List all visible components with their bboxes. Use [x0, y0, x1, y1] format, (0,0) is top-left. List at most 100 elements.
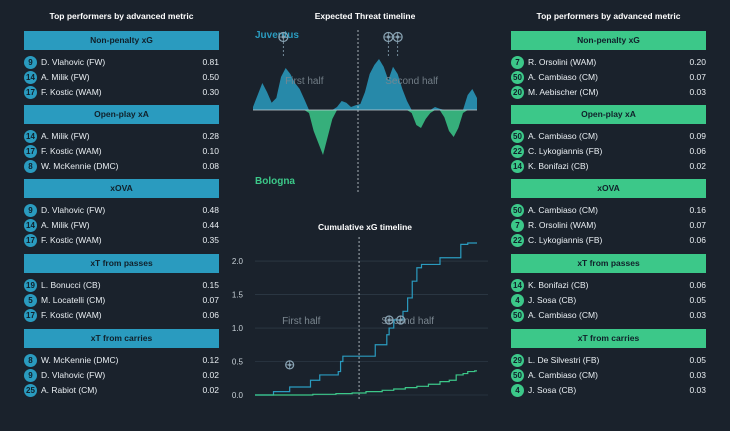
player-row: 17 F. Kostic (WAM) 0.35	[24, 233, 219, 248]
shirt-number-badge: 29	[511, 354, 524, 367]
right-panel-section-xt-from-passes: xT from passes 14 K. Bonifazi (CB) 0.06 4 J. …	[511, 254, 706, 323]
player-name: F. Kostic (WAM)	[41, 310, 102, 320]
player-row: 17 F. Kostic (WAM) 0.06	[24, 308, 219, 323]
cumulative-xg-title: Cumulative xG timeline	[318, 222, 412, 232]
player-name: F. Kostic (WAM)	[41, 87, 102, 97]
y-tick-label: 2.0	[232, 257, 244, 266]
metric-value: 0.07	[689, 220, 706, 230]
player-row: 50 A. Cambiaso (CM) 0.16	[511, 203, 706, 218]
goal-marker-ring	[384, 315, 394, 325]
shirt-number-badge: 7	[511, 219, 524, 232]
metric-value: 0.15	[202, 280, 219, 290]
shirt-number-badge: 14	[511, 279, 524, 292]
goal-marker-ring	[285, 360, 295, 370]
y-tick-label: 1.0	[232, 324, 244, 333]
shirt-number-badge: 14	[511, 160, 524, 173]
shirt-number-badge: 17	[24, 309, 37, 322]
metric-value: 0.08	[202, 161, 219, 171]
metric-value: 0.03	[689, 310, 706, 320]
shirt-number-badge: 14	[24, 130, 37, 143]
player-row: 50 A. Cambiaso (CM) 0.07	[511, 70, 706, 85]
right-panel-section-xova: xOVA 50 A. Cambiaso (CM) 0.16 7 R. Orsolini (…	[511, 179, 706, 248]
player-row: 14 A. Milik (FW) 0.44	[24, 218, 219, 233]
metric-value: 0.12	[202, 355, 219, 365]
player-name: J. Sosa (CB)	[528, 385, 577, 395]
right-panel-section-xt-from-carries: xT from carries 29 L. De Silvestri (FB) 0.0…	[511, 329, 706, 398]
player-row: 14 A. Milik (FW) 0.50	[24, 70, 219, 85]
left-panel-section-xt-from-passes: xT from passes 19 L. Bonucci (CB) 0.15 5 M. L…	[24, 254, 219, 323]
section-title-bar: xT from carries	[511, 329, 706, 348]
player-row: 5 M. Locatelli (CM) 0.07	[24, 293, 219, 308]
left-panel-section-non-penalty-xg: Non-penalty xG 9 D. Vlahovic (FW) 0.81 14 A. …	[24, 31, 219, 100]
shirt-number-badge: 50	[511, 309, 524, 322]
player-name: W. McKennie (DMC)	[41, 355, 119, 365]
player-row: 22 C. Lykogiannis (FB) 0.06	[511, 233, 706, 248]
metric-value: 0.07	[202, 295, 219, 305]
metric-value: 0.06	[689, 280, 706, 290]
player-row: 9 D. Vlahovic (FW) 0.02	[24, 368, 219, 383]
player-name: A. Milik (FW)	[41, 131, 90, 141]
player-name: A. Rabiot (CM)	[41, 385, 98, 395]
second-half-label: Second half	[381, 316, 434, 327]
goal-marker-icon	[278, 31, 289, 43]
metric-value: 0.06	[689, 146, 706, 156]
player-row: 19 L. Bonucci (CB) 0.15	[24, 278, 219, 293]
player-name: L. De Silvestri (FB)	[528, 355, 600, 365]
player-name: A. Milik (FW)	[41, 72, 90, 82]
shirt-number-badge: 8	[24, 160, 37, 173]
shirt-number-badge: 22	[511, 234, 524, 247]
player-row: 50 A. Cambiaso (CM) 0.09	[511, 129, 706, 144]
player-name: F. Kostic (WAM)	[41, 146, 102, 156]
player-row: 7 R. Orsolini (WAM) 0.20	[511, 55, 706, 70]
left-panel-section-open-play-xa: Open-play xA 14 A. Milik (FW) 0.28 17 F. Kost…	[24, 105, 219, 174]
shirt-number-badge: 17	[24, 234, 37, 247]
metric-value: 0.10	[202, 146, 219, 156]
shirt-number-badge: 50	[511, 204, 524, 217]
left-panel-section-xt-from-carries: xT from carries 8 W. McKennie (DMC) 0.12 9 D.…	[24, 329, 219, 398]
player-name: J. Sosa (CB)	[528, 295, 577, 305]
juventus-threat-area	[253, 59, 477, 110]
section-title-bar: Open-play xA	[511, 105, 706, 124]
player-name: K. Bonifazi (CB)	[528, 280, 589, 290]
goal-marker-icon	[384, 315, 394, 325]
shirt-number-badge: 50	[511, 130, 524, 143]
player-name: R. Orsolini (WAM)	[528, 57, 597, 67]
player-name: M. Aebischer (CM)	[528, 87, 599, 97]
section-title-bar: xT from passes	[24, 254, 219, 273]
player-name: A. Milik (FW)	[41, 220, 90, 230]
player-row: 22 C. Lykogiannis (FB) 0.06	[511, 144, 706, 159]
player-name: R. Orsolini (WAM)	[528, 220, 597, 230]
metric-value: 0.03	[689, 385, 706, 395]
player-row: 4 J. Sosa (CB) 0.03	[511, 383, 706, 398]
player-row: 17 F. Kostic (WAM) 0.10	[24, 144, 219, 159]
goal-marker-icon	[285, 360, 295, 370]
player-name: A. Cambiaso (CM)	[528, 370, 598, 380]
player-name: A. Cambiaso (CM)	[528, 205, 598, 215]
team-label-juventus: Juventus	[255, 30, 299, 41]
section-title-bar: xOVA	[511, 179, 706, 198]
left-panel-heading: Top performers by advanced metric	[49, 11, 194, 21]
player-name: C. Lykogiannis (FB)	[528, 235, 603, 245]
player-name: D. Vlahovic (FW)	[41, 57, 106, 67]
player-row: 17 F. Kostic (WAM) 0.30	[24, 85, 219, 100]
metric-value: 0.81	[202, 57, 219, 67]
goal-marker-ring	[392, 31, 403, 43]
player-row: 20 M. Aebischer (CM) 0.03	[511, 85, 706, 100]
section-title-bar: Non-penalty xG	[24, 31, 219, 50]
goal-marker-ring	[383, 31, 394, 43]
goal-marker-icon	[396, 315, 406, 325]
goal-marker-center	[288, 363, 292, 367]
metric-value: 0.44	[202, 220, 219, 230]
shirt-number-badge: 9	[24, 204, 37, 217]
shirt-number-badge: 4	[511, 384, 524, 397]
cumulative-xg-line-bologna	[255, 370, 477, 396]
section-title-bar: xT from carries	[24, 329, 219, 348]
goal-marker-center	[387, 318, 391, 322]
player-row: 9 D. Vlahovic (FW) 0.81	[24, 55, 219, 70]
goal-marker-ring	[278, 31, 289, 43]
metric-value: 0.05	[689, 355, 706, 365]
goal-marker-icon	[383, 31, 394, 43]
player-name: W. McKennie (DMC)	[41, 161, 119, 171]
section-title-bar: xOVA	[24, 179, 219, 198]
metric-value: 0.48	[202, 205, 219, 215]
